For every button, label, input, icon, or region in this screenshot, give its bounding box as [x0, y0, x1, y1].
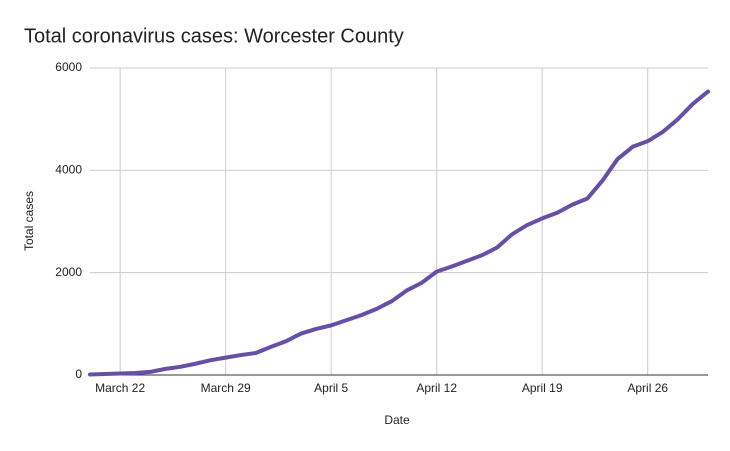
x-tick-label: March 29: [201, 381, 251, 395]
x-tick-label: April 19: [522, 381, 563, 395]
data-line: [88, 89, 710, 377]
x-axis-label: Date: [384, 413, 410, 427]
y-tick-label: 6000: [55, 60, 82, 74]
x-tick-label: March 22: [95, 381, 145, 395]
y-tick-label: 0: [75, 367, 82, 381]
y-tick-label: 2000: [55, 265, 82, 279]
x-tick-label: April 12: [416, 381, 457, 395]
y-tick-label: 4000: [55, 163, 82, 177]
x-tick-label: April 5: [314, 381, 348, 395]
chart-title: Total coronavirus cases: Worcester Count…: [24, 25, 404, 47]
x-tick-label: April 26: [627, 381, 668, 395]
y-axis-label: Total cases: [22, 191, 36, 251]
